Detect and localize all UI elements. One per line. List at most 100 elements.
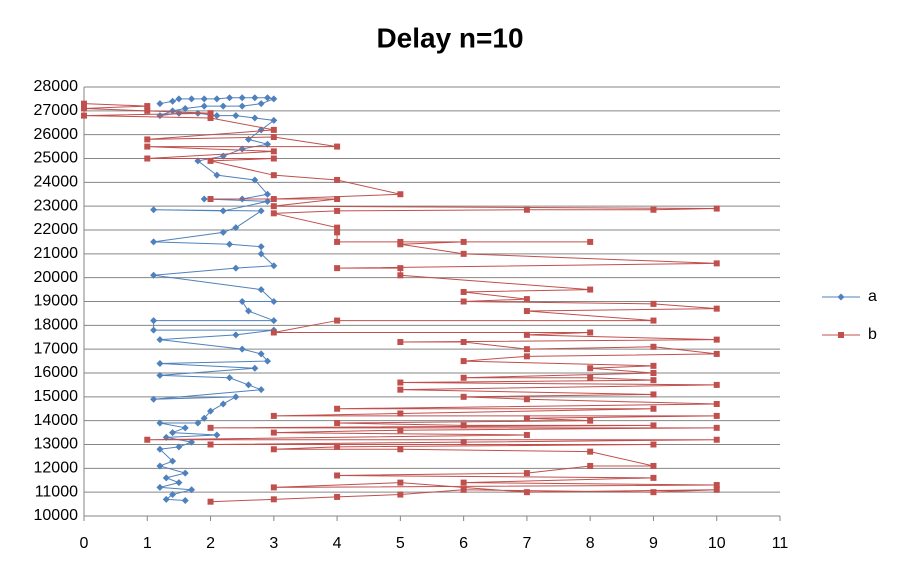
marker — [270, 148, 277, 155]
marker — [713, 336, 720, 343]
marker — [213, 171, 221, 179]
marker — [460, 339, 467, 346]
marker — [650, 370, 657, 376]
marker — [207, 441, 214, 448]
marker — [169, 491, 177, 499]
marker — [144, 103, 151, 110]
marker — [162, 474, 170, 482]
marker — [156, 419, 164, 427]
marker — [713, 486, 720, 493]
x-tick-label: 4 — [333, 535, 342, 552]
marker — [838, 332, 844, 338]
marker — [238, 298, 246, 305]
marker — [238, 345, 246, 353]
marker — [270, 196, 277, 203]
marker — [245, 307, 253, 315]
marker — [523, 415, 530, 422]
marker — [263, 94, 271, 102]
marker — [169, 429, 177, 437]
marker — [460, 479, 467, 486]
marker — [270, 496, 277, 503]
marker — [587, 374, 594, 381]
y-tick-label: 14000 — [34, 412, 79, 429]
marker — [713, 205, 720, 212]
marker — [523, 470, 530, 477]
marker — [219, 400, 227, 408]
marker — [713, 436, 720, 443]
marker — [251, 114, 259, 122]
marker — [397, 491, 404, 498]
marker — [270, 210, 277, 217]
marker — [713, 305, 720, 312]
marker — [270, 203, 277, 210]
marker — [162, 495, 170, 503]
y-tick-label: 13000 — [34, 436, 79, 453]
marker — [207, 157, 214, 164]
marker — [156, 336, 164, 344]
marker — [334, 229, 341, 236]
marker — [460, 486, 467, 493]
x-tick-label: 3 — [269, 535, 278, 552]
marker — [144, 155, 151, 162]
marker — [232, 112, 240, 120]
marker — [713, 412, 720, 419]
marker — [334, 472, 341, 479]
marker — [257, 250, 265, 258]
marker — [219, 102, 227, 110]
marker — [156, 112, 164, 120]
marker — [587, 448, 594, 455]
marker — [213, 112, 221, 120]
legend-label: b — [868, 326, 877, 343]
marker — [194, 157, 202, 165]
marker — [200, 102, 208, 110]
y-tick-label: 22000 — [34, 221, 79, 238]
y-tick-label: 20000 — [34, 269, 79, 286]
marker — [713, 482, 720, 489]
y-tick-label: 18000 — [34, 317, 79, 334]
marker — [397, 410, 404, 417]
x-tick-label: 8 — [586, 535, 595, 552]
marker — [334, 207, 341, 214]
marker — [397, 479, 404, 486]
marker — [156, 359, 164, 367]
x-tick-label: 5 — [396, 535, 405, 552]
marker — [837, 293, 845, 301]
marker — [181, 469, 189, 477]
marker — [144, 136, 151, 143]
marker — [181, 497, 189, 505]
marker — [238, 102, 246, 110]
marker — [200, 414, 208, 422]
marker — [460, 439, 467, 446]
marker — [257, 207, 265, 215]
marker — [156, 483, 164, 491]
marker — [263, 140, 271, 148]
marker — [207, 110, 214, 117]
marker — [334, 420, 341, 427]
y-tick-label: 27000 — [34, 102, 79, 119]
y-tick-label: 25000 — [34, 150, 79, 167]
marker — [144, 107, 151, 114]
x-tick-label: 0 — [80, 535, 89, 552]
marker — [200, 95, 208, 103]
y-tick-label: 24000 — [34, 174, 79, 191]
y-tick-label: 17000 — [34, 340, 79, 357]
marker — [334, 443, 341, 450]
marker — [334, 176, 341, 183]
marker — [460, 393, 467, 400]
marker — [270, 172, 277, 179]
marker — [270, 155, 277, 162]
marker — [713, 424, 720, 431]
marker — [650, 391, 657, 398]
x-tick-label: 2 — [206, 535, 215, 552]
marker — [713, 381, 720, 388]
marker — [523, 206, 530, 213]
marker — [397, 339, 404, 346]
marker — [523, 353, 530, 360]
marker — [270, 126, 277, 133]
marker — [194, 419, 202, 427]
marker — [397, 446, 404, 453]
marker — [257, 100, 265, 108]
marker — [334, 405, 341, 412]
marker — [263, 190, 271, 198]
marker — [713, 350, 720, 357]
